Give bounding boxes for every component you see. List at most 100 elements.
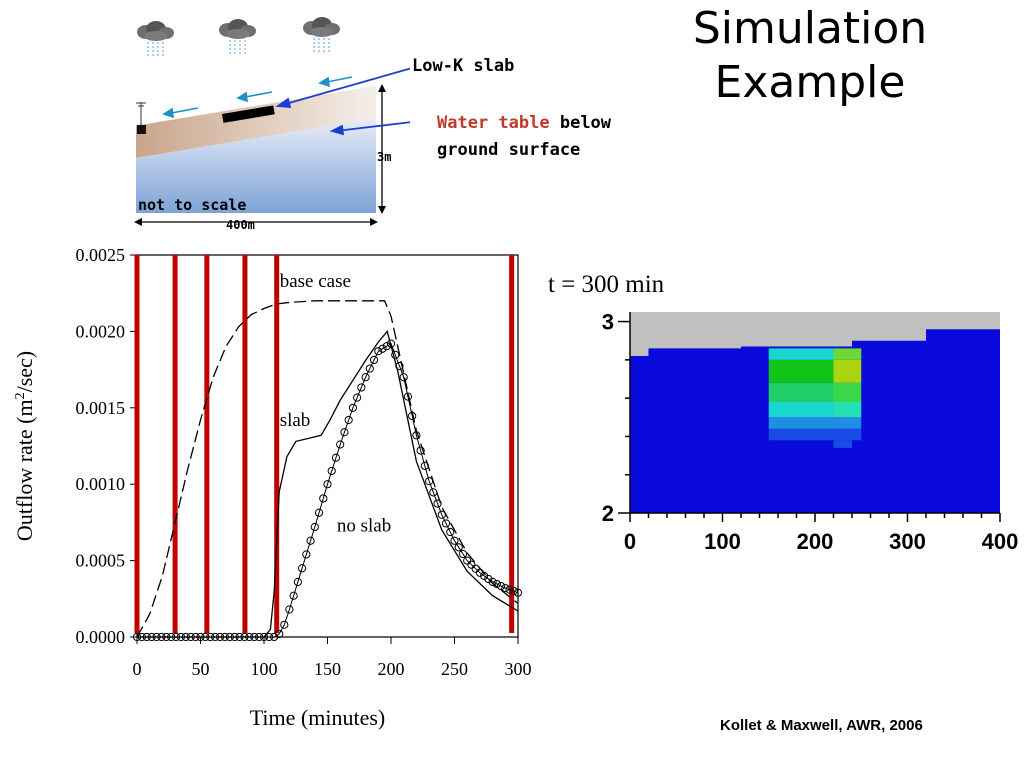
series-no-slab-point [167,632,176,642]
water-table-label-line-2: ground surface [437,140,581,160]
series-no-slab-point [378,344,387,353]
series-no-slab-point [340,428,349,437]
rain-pulse-marker [509,255,515,633]
x-tick-label: 100 [251,659,278,679]
slide-title-line-2: Example [714,57,906,108]
series-annotation: base case [280,271,351,292]
series-no-slab-point [142,632,151,642]
series-no-slab-point [250,632,259,642]
series-no-slab-point [412,431,421,440]
x-tick-label: 50 [192,659,210,679]
series-no-slab-point [323,480,332,489]
series-no-slab-point [230,632,239,642]
x-tick-label: 300 [505,659,532,679]
plot-frame [136,254,519,638]
hillslope-schematic: 3m not to scale 400m [134,16,410,232]
series-no-slab-point [353,393,362,402]
series-no-slab-point [501,584,510,593]
series-no-slab-point [162,632,171,642]
series-no-slab-point [454,543,463,552]
heatmap-y-tick-label: 2 [602,501,614,526]
series-no-slab-point [147,632,156,642]
surface-flow-arrows [162,76,353,119]
series-no-slab-point [181,632,190,642]
series-no-slab-point [391,350,400,359]
depth-label: 3m [377,150,391,164]
rain-pulse-marker [204,255,210,633]
series-no-slab-point [302,550,311,559]
series-no-slab-point [505,585,514,594]
series-no-slab-point [446,527,455,537]
series-no-slab-point [298,564,307,573]
series-no-slab-point [458,549,468,559]
slide-title: Simulation Example [660,2,960,110]
heatmap-x-tick-label: 400 [982,529,1019,554]
series-no-slab-point [425,477,434,486]
series-no-slab-point [369,355,379,365]
low-k-slab-label: Low-K slab [412,56,515,76]
series-no-slab-point [496,581,506,591]
series-no-slab-point [484,574,493,584]
series-no-slab-point [408,411,417,421]
heatmap-x-tick-label: 100 [704,529,741,554]
series-no-slab-point [259,632,269,642]
series-no-slab-point [429,488,438,497]
plume-cell [768,401,834,418]
series-no-slab-point [416,446,425,455]
series-no-slab-point [344,415,353,425]
plume-cell [768,348,834,360]
series-no-slab-point [235,632,244,642]
y-tick-label: 0.0000 [76,627,126,647]
series-no-slab-point [357,383,366,392]
length-label: 400m [226,218,255,232]
series-no-slab-point [463,556,472,565]
series-no-slab-point [137,632,146,642]
saturation-heatmap: 0 100 200 300 400 2 3 [602,310,1019,554]
y-tick-label: 0.0015 [76,398,126,418]
series-no-slab-point [471,564,480,573]
series-no-slab-point [399,373,408,382]
series-no-slab-line [137,342,519,638]
not-to-scale-label: not to scale [138,196,246,214]
x-tick-label: 250 [441,659,468,679]
series-no-slab-point [319,494,328,503]
series-no-slab-point [225,632,234,642]
series-no-slab-point [215,632,225,642]
plume-cell [852,428,862,441]
series-no-slab-point [492,579,501,589]
series-no-slab-point [467,560,476,569]
x-tick-label: 200 [378,659,405,679]
rain-pulse-marker [172,255,178,633]
series-no-slab-point [280,620,289,629]
water-table-label-rest: below [559,113,612,133]
outflow-chart: 0.0000 0.0005 0.0010 0.0015 0.0020 0.0025 0 50 1… [12,245,532,730]
plume-cell [833,348,862,360]
series-no-slab-point [437,510,446,519]
x-axis-label: Time (minutes) [250,705,385,730]
series-no-slab-point [441,519,451,528]
series-no-slab-point [336,440,345,449]
plume-cell [833,382,862,402]
soil-layer [136,85,376,158]
series-no-slab-point [157,632,166,642]
series-no-slab-point [306,536,315,545]
plume-cell [833,359,862,383]
low-k-slab [222,105,275,123]
x-tick-label: 0 [133,659,142,679]
series-no-slab-point [382,342,391,351]
series-no-slab-point [206,632,215,642]
plume-cell [833,440,852,448]
series-no-slab-point [386,339,396,348]
plume-cell [768,417,852,429]
heatmap-y-tick-label: 3 [602,310,614,335]
callout-arrows [275,67,410,136]
heatmap-x-tick-label: 200 [797,529,834,554]
series-no-slab-point [509,587,518,596]
rain-pulse-marker [134,255,140,633]
series-no-slab-point [171,632,181,642]
plume-cell [768,382,834,402]
series-no-slab-point [420,461,429,470]
y-tick-label: 0.0010 [76,474,126,494]
y-tick-label: 0.0020 [76,321,126,341]
series-no-slab-point [191,632,200,642]
